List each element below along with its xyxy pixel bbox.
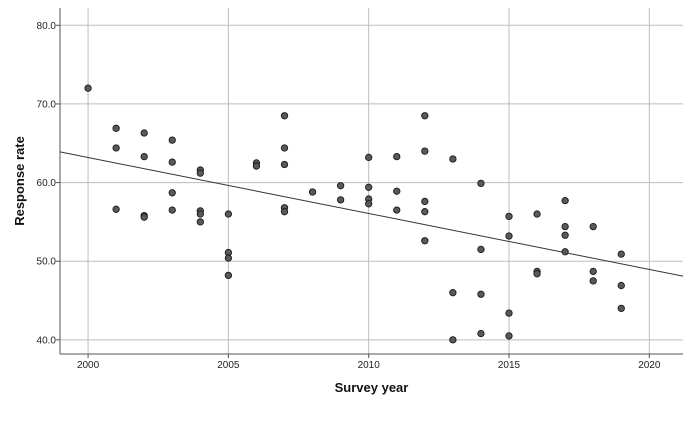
data-point — [140, 213, 148, 221]
y-tick-label: 80.0 — [37, 21, 57, 32]
data-point — [224, 254, 233, 262]
data-point — [617, 281, 625, 290]
data-point — [168, 206, 176, 214]
data-point — [617, 304, 625, 313]
data-point — [561, 222, 569, 231]
data-point — [280, 160, 289, 169]
x-tick-label: 2005 — [217, 360, 240, 371]
data-point — [112, 144, 120, 152]
fit-line — [59, 151, 684, 277]
data-point — [421, 208, 429, 216]
data-point — [336, 196, 345, 204]
data-point — [505, 309, 513, 317]
data-point — [477, 290, 485, 298]
data-point — [336, 182, 345, 190]
data-point — [365, 200, 373, 208]
data-point — [224, 210, 233, 218]
data-point — [617, 250, 625, 258]
tick-labels: 2000 2005 2010 2015 2020 40.0 50.0 60.0 70.0 80.0 — [37, 21, 661, 371]
y-axis-title: Response rate — [12, 136, 27, 226]
grid — [60, 8, 683, 354]
data-point — [505, 232, 513, 240]
data-point — [561, 231, 569, 239]
data-point — [365, 183, 373, 191]
data-point — [449, 289, 457, 297]
fit-line-group — [59, 151, 684, 277]
data-point — [393, 152, 401, 161]
y-tick-label: 40.0 — [37, 335, 57, 346]
data-point — [280, 208, 289, 216]
data-point — [505, 212, 513, 221]
data-point — [168, 136, 176, 144]
data-point — [196, 169, 204, 177]
data-point — [84, 84, 92, 92]
data-point — [140, 129, 148, 137]
x-tick-label: 2015 — [498, 360, 521, 371]
data-point — [393, 206, 401, 214]
data-point — [280, 112, 289, 120]
data-point — [589, 277, 597, 285]
data-point — [112, 205, 120, 213]
data-point — [589, 267, 597, 276]
data-point — [477, 329, 485, 338]
x-tick-label: 2010 — [358, 360, 381, 371]
data-point — [112, 124, 120, 132]
y-tick-label: 50.0 — [37, 257, 57, 268]
data-point — [477, 245, 485, 254]
data-point — [280, 144, 289, 152]
data-point — [421, 147, 429, 155]
data-point — [196, 210, 204, 218]
data-points — [84, 84, 625, 344]
data-point — [421, 237, 429, 245]
x-axis-title: Survey year — [335, 380, 409, 395]
data-point — [449, 336, 457, 344]
y-tick-label: 60.0 — [37, 178, 57, 189]
data-point — [224, 271, 233, 280]
data-point — [533, 270, 541, 278]
data-point — [449, 155, 457, 163]
data-point — [365, 153, 373, 162]
x-tick-label: 2000 — [77, 360, 100, 371]
axes — [56, 8, 683, 358]
data-point — [477, 179, 485, 188]
x-tick-label: 2020 — [638, 360, 661, 371]
data-point — [533, 210, 541, 218]
y-tick-label: 70.0 — [37, 99, 57, 110]
data-point — [168, 189, 176, 197]
data-point — [308, 188, 317, 196]
data-point — [505, 332, 513, 340]
data-point — [589, 222, 597, 231]
data-point — [561, 248, 569, 256]
data-point — [196, 218, 204, 226]
data-point — [421, 197, 429, 206]
data-point — [168, 158, 176, 166]
data-point — [421, 112, 429, 120]
data-point — [252, 162, 261, 170]
data-point — [140, 152, 148, 161]
data-point — [561, 197, 569, 205]
data-point — [393, 187, 401, 195]
